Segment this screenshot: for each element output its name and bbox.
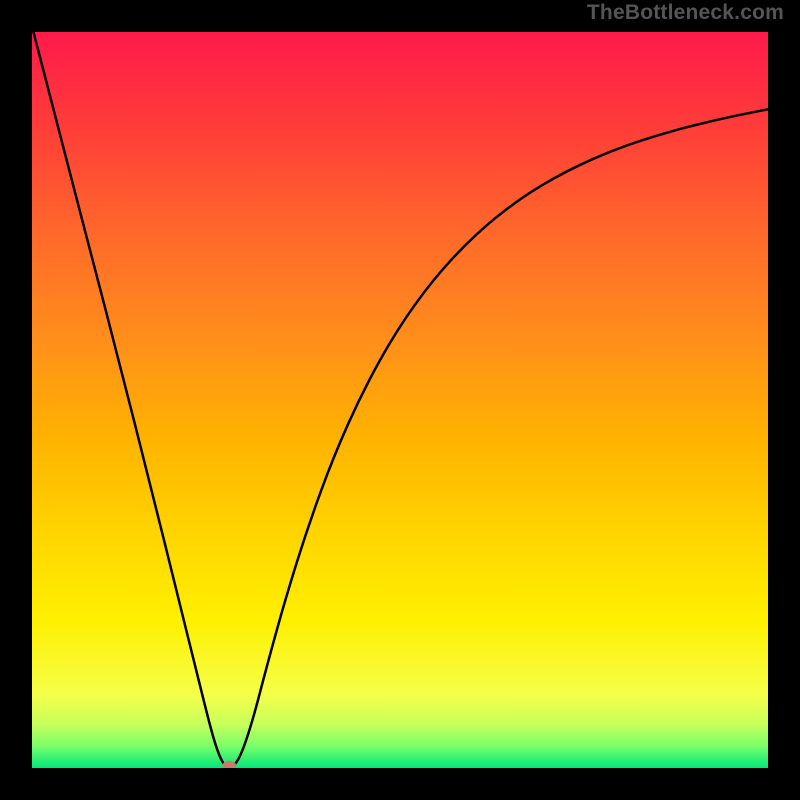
optimum-marker	[222, 761, 236, 768]
curve-svg	[32, 32, 768, 768]
bottleneck-curve	[33, 32, 768, 767]
watermark-text: TheBottleneck.com	[587, 1, 784, 25]
plot-area	[32, 32, 768, 768]
